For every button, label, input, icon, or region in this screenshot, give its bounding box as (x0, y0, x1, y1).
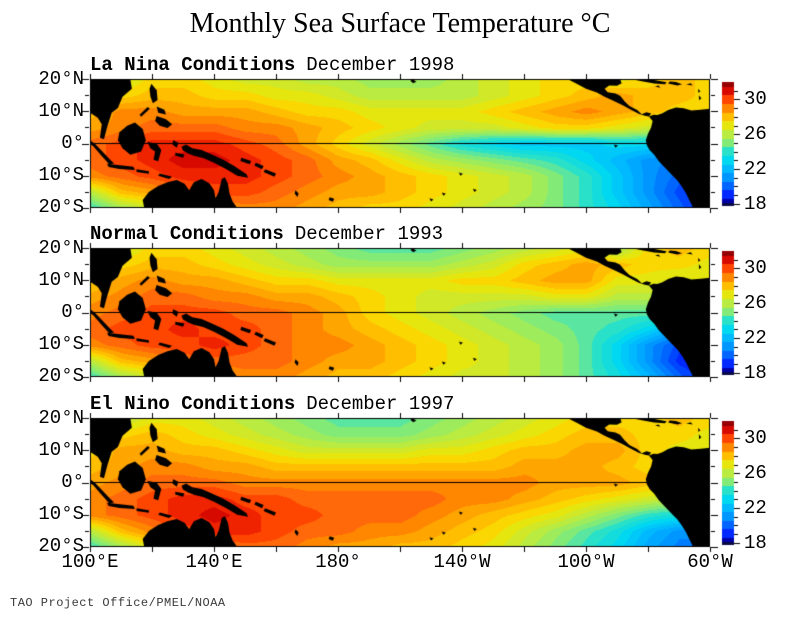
colorbar-label: 22 (744, 158, 767, 180)
lat-label: 20°S (38, 365, 84, 387)
lat-label: 10°N (38, 269, 84, 291)
lat-label: 10°S (38, 503, 84, 525)
colorbar-label: 30 (744, 88, 767, 110)
condition-date: December 1998 (306, 54, 455, 76)
colorbar-label: 18 (744, 362, 767, 384)
lon-label: 140°W (433, 551, 491, 573)
lon-label: 60°W (687, 551, 733, 573)
condition-label: La Nina Conditions (90, 54, 296, 76)
condition-label: Normal Conditions (90, 223, 284, 245)
colorbar-label: 18 (744, 532, 767, 554)
lat-label: 0° (61, 132, 84, 154)
lat-label: 20°S (38, 196, 84, 218)
lon-label: 180° (315, 551, 361, 573)
colorbar-label: 22 (744, 497, 767, 519)
colorbar-label: 22 (744, 327, 767, 349)
lat-label: 0° (61, 301, 84, 323)
lat-label: 10°N (38, 439, 84, 461)
lat-label: 10°N (38, 100, 84, 122)
lat-label: 20°N (38, 407, 84, 429)
colorbar-label: 26 (744, 462, 767, 484)
colorbar-label: 30 (744, 427, 767, 449)
condition-label: El Nino Conditions (90, 393, 296, 415)
lat-label: 10°S (38, 164, 84, 186)
figure-title: Monthly Sea Surface Temperature °C (189, 8, 611, 39)
lon-label: 100°E (61, 551, 119, 573)
lat-label: 20°N (38, 237, 84, 259)
colorbar-label: 18 (744, 193, 767, 215)
condition-date: December 1993 (294, 223, 444, 245)
lat-label: 10°S (38, 333, 84, 355)
panel-label-normal: Normal Conditions December 1993 (90, 223, 443, 245)
credit-text: TAO Project Office/PMEL/NOAA (10, 596, 226, 610)
lat-label: 20°N (38, 68, 84, 90)
lat-label: 20°S (38, 535, 84, 557)
panel-label-la-nina: La Nina Conditions December 1998 (90, 54, 454, 76)
lon-label: 100°W (557, 551, 615, 573)
colorbar-label: 30 (744, 257, 767, 279)
colorbar-label: 26 (744, 292, 767, 314)
lon-label: 140°E (185, 551, 243, 573)
lat-label: 0° (61, 471, 84, 493)
colorbar-label: 26 (744, 123, 767, 145)
condition-date: December 1997 (306, 393, 455, 415)
panel-label-el-nino: El Nino Conditions December 1997 (90, 393, 454, 415)
